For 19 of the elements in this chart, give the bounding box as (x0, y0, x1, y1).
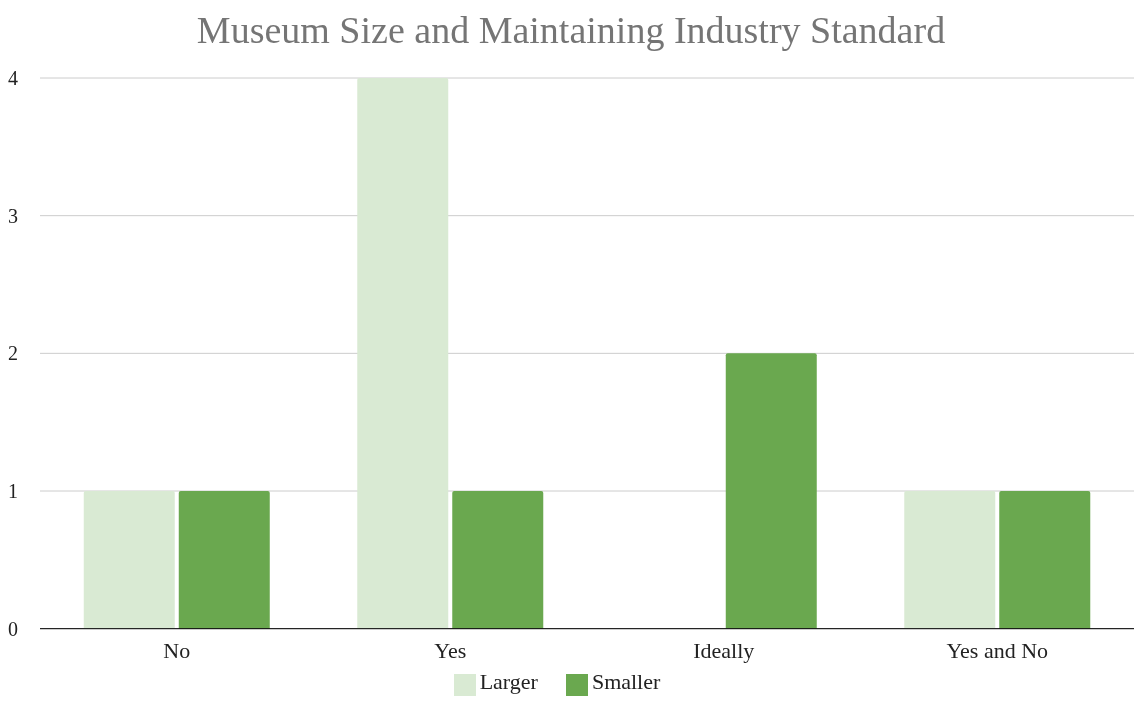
bar (83, 491, 175, 629)
bar (725, 353, 817, 629)
chart-title: Museum Size and Maintaining Industry Standard (195, 8, 947, 53)
x-tick-label: Yes (434, 638, 467, 664)
bar (904, 491, 996, 629)
y-tick-label: 2 (8, 342, 18, 365)
bar (178, 491, 270, 629)
legend-label: Smaller (591, 668, 661, 694)
x-tick-label: No (163, 638, 191, 664)
x-tick-label: Ideally (693, 638, 755, 664)
bar (999, 491, 1091, 629)
y-tick-label: 3 (8, 204, 18, 227)
legend-label: Larger (479, 668, 538, 694)
y-tick-label: 1 (8, 480, 18, 503)
y-tick-label: 0 (8, 617, 18, 640)
x-tick-label: Yes and No (946, 638, 1049, 664)
bar (452, 491, 544, 629)
bar (357, 78, 449, 629)
y-tick-label: 4 (8, 67, 18, 90)
